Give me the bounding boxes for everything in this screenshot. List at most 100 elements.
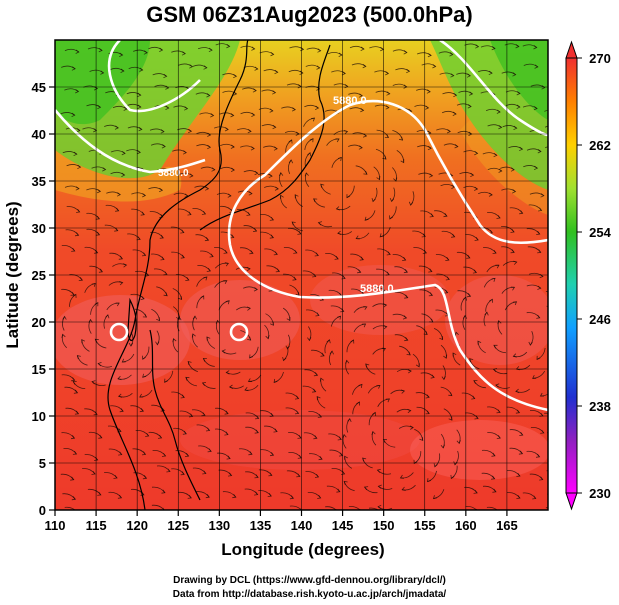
colorbar-bottom-arrow bbox=[565, 492, 578, 511]
streamline-arrowhead bbox=[445, 257, 450, 261]
streamline-arrowhead bbox=[452, 111, 457, 116]
streamline-arrowhead bbox=[211, 167, 216, 172]
streamline-arrowhead bbox=[117, 517, 121, 520]
streamline-arrowhead bbox=[252, 88, 257, 93]
streamline-arrowhead bbox=[363, 170, 368, 175]
streamline-arrowhead bbox=[337, 315, 342, 320]
streamline-arrowhead bbox=[428, 292, 434, 297]
streamline bbox=[550, 254, 563, 260]
streamline-arrowhead bbox=[377, 484, 382, 489]
streamline-arrowhead bbox=[119, 408, 124, 413]
streamline-arrowhead bbox=[158, 187, 164, 193]
streamline-arrowhead bbox=[454, 331, 459, 336]
streamline-arrowhead bbox=[114, 125, 119, 130]
colorbar-tick-label: 254 bbox=[589, 225, 611, 240]
streamline-arrowhead bbox=[316, 395, 321, 401]
streamline-arrowhead bbox=[97, 362, 102, 367]
streamline-arrowhead bbox=[72, 450, 78, 455]
streamline-arrowhead bbox=[318, 456, 323, 461]
streamline-arrowhead bbox=[469, 91, 474, 96]
streamline-arrowhead bbox=[187, 128, 193, 134]
streamline-arrowhead bbox=[227, 472, 233, 477]
streamline-arrowhead bbox=[71, 66, 76, 71]
streamline-arrowhead bbox=[139, 393, 144, 398]
streamline-arrowhead bbox=[448, 392, 453, 397]
colorbar-gradient bbox=[565, 57, 578, 494]
streamline-arrowhead bbox=[315, 312, 320, 317]
streamline-arrowhead bbox=[119, 281, 124, 286]
x-tick-label: 115 bbox=[86, 518, 107, 533]
streamline-arrowhead bbox=[192, 315, 198, 320]
colorbar-tick-label: 262 bbox=[589, 138, 611, 153]
streamline-arrowhead bbox=[433, 463, 438, 468]
streamline-arrowhead bbox=[70, 476, 75, 481]
colorbar-tick-label: 238 bbox=[589, 399, 611, 414]
streamline-arrowhead bbox=[141, 252, 147, 257]
streamline-arrowhead bbox=[163, 73, 168, 79]
streamline-arrowhead bbox=[516, 472, 521, 477]
streamline-arrowhead bbox=[254, 66, 259, 71]
y-tick-label: 20 bbox=[32, 315, 46, 330]
streamline-arrowhead bbox=[81, 339, 86, 344]
streamline-arrowhead bbox=[309, 138, 314, 143]
colorbar-tick-label: 270 bbox=[589, 51, 611, 66]
contour-northwest bbox=[55, 109, 206, 174]
streamline-arrowhead bbox=[495, 383, 500, 388]
streamline-arrowhead bbox=[496, 109, 501, 114]
streamline-arrowhead bbox=[400, 389, 406, 394]
streamline-arrowhead bbox=[432, 495, 437, 500]
streamline-arrowhead bbox=[160, 256, 165, 261]
streamline-arrowhead bbox=[407, 369, 412, 374]
streamline-arrowhead bbox=[206, 267, 212, 272]
streamline-arrowhead bbox=[91, 380, 96, 385]
streamline-arrowhead bbox=[314, 252, 319, 257]
streamline-arrowhead bbox=[267, 493, 272, 497]
streamline-arrowhead bbox=[74, 410, 80, 415]
streamline-arrowhead bbox=[474, 150, 479, 156]
streamline-arrowhead bbox=[203, 65, 208, 70]
streamline-arrowhead bbox=[139, 408, 145, 413]
streamline-arrowhead bbox=[356, 401, 360, 406]
streamline-arrowhead bbox=[155, 341, 160, 346]
streamline-arrowhead bbox=[496, 214, 501, 219]
streamline-arrowhead bbox=[93, 128, 98, 133]
streamline-arrowhead bbox=[187, 211, 192, 216]
streamline-arrowhead bbox=[252, 228, 258, 232]
streamline-arrowhead bbox=[76, 128, 81, 133]
streamline bbox=[552, 91, 566, 94]
streamline-arrowhead bbox=[533, 106, 538, 111]
streamline-arrowhead bbox=[269, 108, 274, 113]
streamline-arrowhead bbox=[289, 495, 295, 500]
streamline-arrowhead bbox=[380, 46, 385, 52]
streamline bbox=[545, 146, 548, 149]
streamline-arrowhead bbox=[533, 165, 539, 171]
streamline-arrowhead bbox=[288, 159, 294, 164]
streamline-arrowhead bbox=[404, 337, 409, 342]
streamline-arrowhead bbox=[421, 233, 426, 238]
streamline-arrowhead bbox=[273, 146, 278, 151]
streamline-arrowhead bbox=[138, 126, 143, 132]
streamline-arrowhead bbox=[180, 229, 185, 234]
streamline-arrowhead bbox=[403, 269, 409, 274]
streamline-arrowhead bbox=[311, 117, 316, 122]
streamline-arrowhead bbox=[273, 251, 278, 256]
streamline bbox=[544, 412, 548, 414]
streamline-arrowhead bbox=[246, 266, 251, 272]
streamline-arrowhead bbox=[337, 436, 342, 441]
streamline-arrowhead bbox=[73, 151, 78, 157]
streamline-arrowhead bbox=[282, 356, 287, 362]
streamline-arrowhead bbox=[143, 50, 148, 55]
streamline-arrowhead bbox=[399, 474, 404, 479]
streamline-arrowhead bbox=[467, 104, 472, 109]
streamline-arrowhead bbox=[274, 186, 279, 191]
streamline-arrowhead bbox=[286, 316, 291, 322]
streamline-arrowhead bbox=[209, 253, 214, 258]
streamline-arrowhead bbox=[372, 411, 377, 417]
streamline-arrowhead bbox=[247, 336, 252, 341]
streamline-arrowhead bbox=[321, 515, 325, 518]
streamline-arrowhead bbox=[226, 455, 231, 460]
streamline-arrowhead bbox=[519, 146, 524, 152]
contour-ridge-lower bbox=[228, 244, 548, 412]
streamline bbox=[64, 506, 76, 510]
streamline bbox=[547, 432, 548, 434]
